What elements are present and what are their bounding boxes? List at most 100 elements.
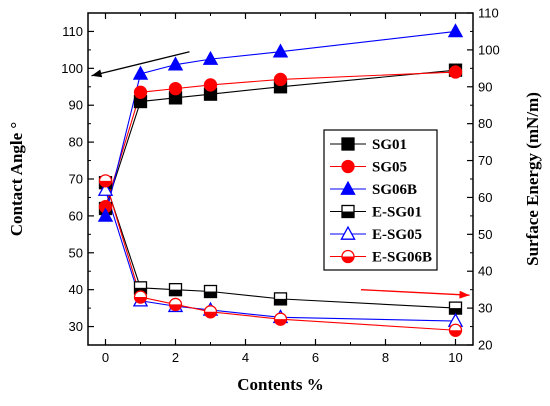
series-line-sg01 [104,69,456,209]
x-tick-label: 0 [102,350,109,365]
arrows-layer [91,51,470,299]
data-point-sg06b [202,50,219,65]
marker-shape [272,43,289,58]
legend-item-sg01: SG01 [330,137,407,153]
data-point-sg06b [132,65,149,80]
x-tick-label: 2 [172,350,179,365]
series-line-sg05 [104,71,456,207]
y-left-tick-label: 50 [69,245,83,260]
legend-marker [341,204,355,219]
y-right-tick-label: 80 [478,116,492,131]
data-point-sg05 [133,85,148,99]
y-right-tick-label: 40 [478,264,492,279]
marker-shape [168,81,183,96]
legend-item-sg05: SG05 [330,160,407,176]
marker-shape [132,65,149,80]
markers-layer [97,23,464,337]
marker-half-fill [449,308,462,315]
marker-shape [133,85,148,99]
marker-half-fill [169,304,182,311]
arrow-head-1 [459,290,470,299]
marker-half-fill [274,298,287,305]
arrow-head-0 [91,69,103,78]
marker-half-fill [99,180,112,187]
data-point-e-sg06b [98,174,113,188]
data-point-e-sg01 [448,301,463,315]
data-point-e-sg01 [273,292,288,306]
data-point-e-sg01 [203,284,218,299]
legend: SG01 SG05 SG06B E-SG01 E-SG05 E-SG06B [323,129,438,271]
marker-half-fill [134,297,147,304]
y-left-tick-label: 90 [69,98,83,113]
x-tick-label: 10 [448,350,462,365]
data-point-sg06b [167,56,184,71]
marker-shape [340,180,356,195]
series-line-e-sg01 [104,182,456,309]
y-left-tick-label: 100 [61,61,83,76]
legend-item-e-sg06b: E-SG06B [330,250,432,266]
data-point-sg05 [168,81,183,96]
series-line-e-sg06b [104,180,456,331]
arrow-line-0 [91,51,190,77]
y-left-tick-label: 40 [69,282,83,297]
y-right-tick-label: 30 [478,301,492,316]
marker-half-fill [342,211,354,218]
marker-half-fill [342,256,354,263]
marker-shape [340,225,356,240]
data-point-e-sg06b [203,305,218,319]
marker-shape [202,50,219,65]
data-point-e-sg06b [448,323,463,337]
legend-marker [340,180,356,195]
lines-layer [104,30,456,331]
legend-frame [323,129,438,271]
x-tick-label: 8 [382,350,389,365]
x-tick-label: 4 [242,350,249,365]
marker-shape [341,137,355,151]
marker-shape [97,207,114,222]
marker-half-fill [204,291,217,298]
legend-label: E-SG05 [372,227,422,243]
legend-label: E-SG01 [372,205,422,221]
y-left-tick-label: 80 [69,135,83,150]
marker-shape [203,78,218,92]
legend-item-sg06b: SG06B [330,180,417,198]
y-right-tick-label: 90 [478,79,492,94]
legend-label: SG06B [372,182,417,198]
data-point-sg05 [273,72,288,87]
data-point-e-sg05 [97,181,114,196]
y-right-tick-label: 20 [478,338,492,353]
marker-half-fill [449,330,462,337]
legend-marker [340,225,356,240]
data-point-sg06b [97,207,114,222]
y-right-tick-label: 50 [478,227,492,242]
legend-item-e-sg01: E-SG01 [330,205,422,221]
x-axis-title: Contents % [237,375,323,394]
marker-shape [97,181,114,196]
legend-label: SG05 [372,160,407,176]
data-point-sg06b [272,43,289,58]
data-point-e-sg06b [168,297,183,312]
legend-marker [341,159,355,174]
marker-shape [341,159,355,174]
legend-label: SG01 [372,137,407,153]
marker-half-fill [204,311,217,318]
ticks-layer: 0 2 4 6 8 10 30 40 50 60 70 80 90 100 110 20 30 40 50 60 70 8… [61,6,499,366]
marker-shape [273,72,288,87]
y-left-tick-label: 70 [69,172,83,187]
data-point-sg05 [203,78,218,92]
arrow-line-1 [360,289,470,296]
marker-shape [167,56,184,71]
marker-shape [447,23,464,38]
legend-label: E-SG06B [372,250,432,266]
y-axis-title-left: Contact Angle ° [7,122,26,236]
x-tick-label: 6 [312,350,319,365]
y-right-tick-label: 70 [478,153,492,168]
y-right-tick-label: 110 [478,6,499,21]
data-point-sg05 [448,65,463,79]
data-point-e-sg06b [133,290,148,304]
data-point-e-sg06b [273,312,288,326]
y-left-tick-label: 30 [69,319,83,334]
y-left-tick-label: 110 [62,24,83,39]
